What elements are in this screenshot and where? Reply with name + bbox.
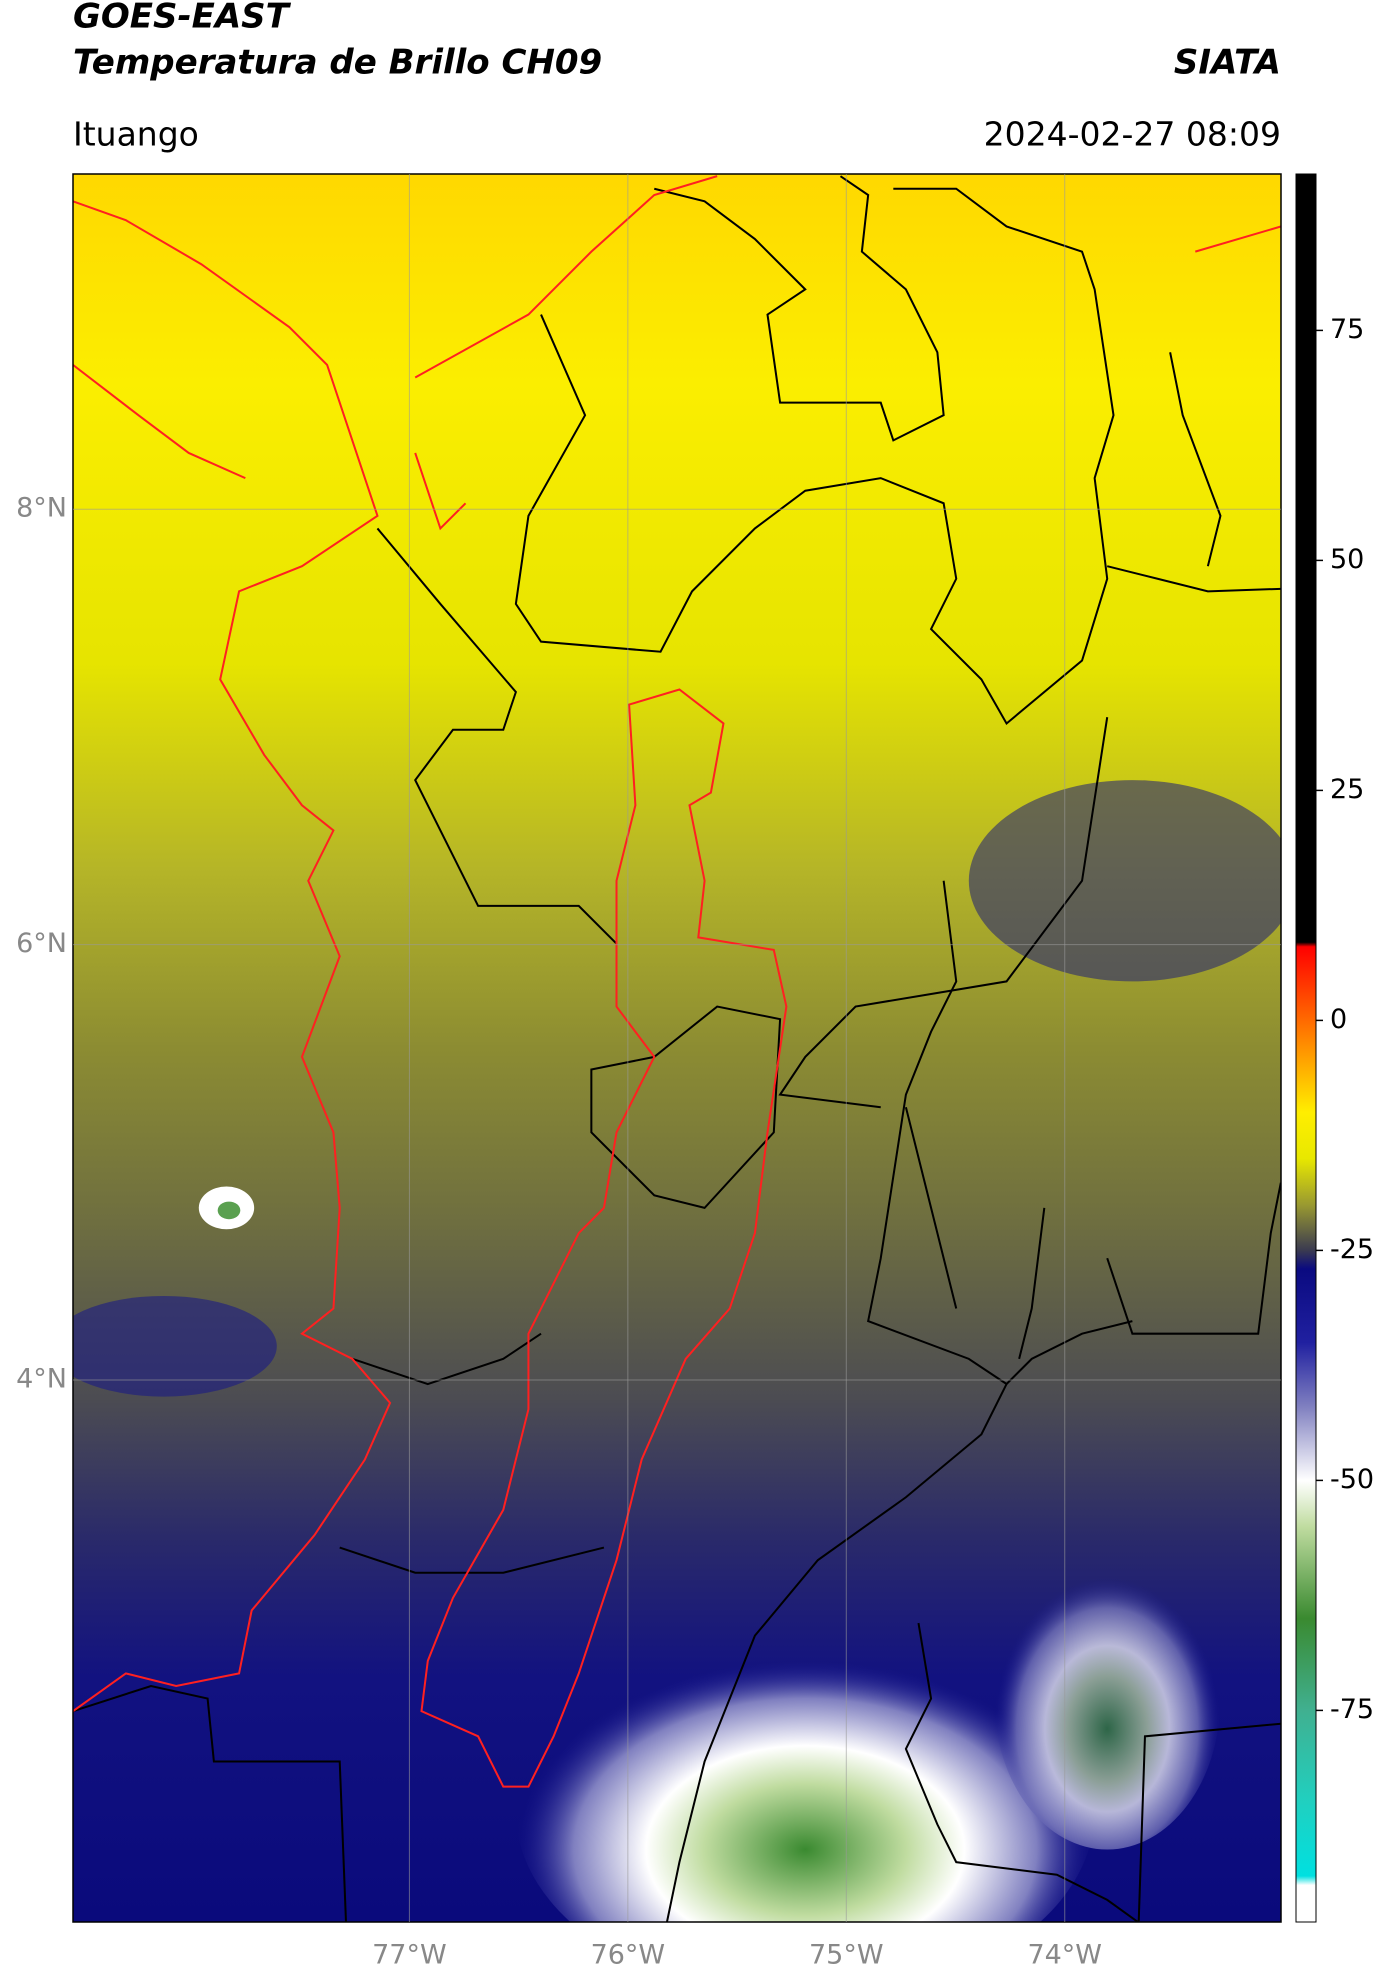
map [73, 174, 1281, 1922]
agency: SIATA [1174, 43, 1281, 83]
colorbar-tick-label: 0 [1330, 1004, 1347, 1035]
x-tick-label: 76°W [591, 1940, 666, 1971]
colorbar-tick-label: -25 [1330, 1234, 1374, 1265]
colorbar [1295, 173, 1317, 1923]
x-tick-label: 74°W [1027, 1940, 1102, 1971]
colorbar-tick-label: -75 [1330, 1694, 1374, 1725]
subtitle: Temperatura de Brillo CH09 [73, 43, 602, 83]
y-tick-label: 6°N [16, 928, 67, 959]
colorbar-tick-label: 25 [1330, 774, 1364, 805]
x-tick-label: 75°W [809, 1940, 884, 1971]
y-tick-label: 8°N [16, 493, 67, 524]
map-features [73, 175, 1281, 1922]
colorbar-tick-label: 75 [1330, 314, 1364, 345]
datetime: 2024-02-27 08:09 [984, 115, 1281, 154]
colorbar-tick-label: 50 [1330, 544, 1364, 575]
map-frame [72, 173, 1282, 1923]
y-tick-label: 4°N [16, 1363, 67, 1394]
title: GOES-EAST [73, 0, 292, 37]
colorbar-tick-label: -50 [1330, 1464, 1374, 1495]
x-tick-label: 77°W [372, 1940, 447, 1971]
location: Ituango [73, 115, 199, 154]
